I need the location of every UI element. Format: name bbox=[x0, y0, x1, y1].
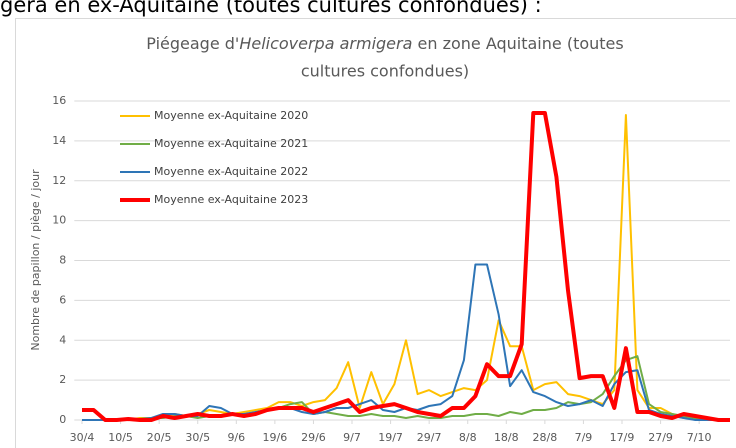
x-tick-label: 29/7 bbox=[417, 431, 442, 444]
x-tick-label: 18/8 bbox=[494, 431, 519, 444]
page-heading: gera en ex-Aquitaine (toutes cultures co… bbox=[0, 0, 542, 17]
x-tick-label: 7/10 bbox=[687, 431, 712, 444]
y-tick-label: 10 bbox=[52, 214, 66, 227]
y-tick-label: 14 bbox=[52, 134, 66, 147]
x-tick-label: 19/7 bbox=[378, 431, 403, 444]
y-tick-label: 8 bbox=[59, 254, 66, 267]
y-tick-label: 6 bbox=[59, 293, 66, 306]
x-tick-label: 30/5 bbox=[185, 431, 210, 444]
legend-label: Moyenne ex-Aquitaine 2023 bbox=[154, 193, 308, 206]
legend-label: Moyenne ex-Aquitaine 2022 bbox=[154, 165, 308, 178]
x-tick-label: 28/8 bbox=[533, 431, 558, 444]
chart-title: Piégeage d'Helicoverpa armigera en zone … bbox=[146, 34, 623, 53]
x-tick-label: 29/6 bbox=[301, 431, 326, 444]
y-tick-label: 16 bbox=[52, 94, 66, 107]
y-tick-label: 4 bbox=[59, 333, 66, 346]
legend-label: Moyenne ex-Aquitaine 2021 bbox=[154, 137, 308, 150]
x-tick-label: 20/5 bbox=[147, 431, 172, 444]
x-tick-label: 19/6 bbox=[263, 431, 288, 444]
x-tick-label: 9/7 bbox=[343, 431, 361, 444]
y-tick-label: 2 bbox=[59, 373, 66, 386]
x-tick-label: 7/9 bbox=[575, 431, 593, 444]
title-part: Helicoverpa armigera bbox=[239, 34, 412, 53]
y-tick-label: 12 bbox=[52, 174, 66, 187]
x-tick-label: 8/8 bbox=[459, 431, 477, 444]
series-line bbox=[82, 111, 730, 422]
legend-label: Moyenne ex-Aquitaine 2020 bbox=[154, 109, 308, 122]
x-tick-label: 10/5 bbox=[108, 431, 133, 444]
x-tick-label: 30/4 bbox=[70, 431, 95, 444]
title-part: en zone Aquitaine (toutes bbox=[412, 34, 623, 53]
y-tick-label: 0 bbox=[59, 413, 66, 426]
title-part: Piégeage d' bbox=[146, 34, 239, 53]
series-line bbox=[82, 114, 730, 421]
chart-frame bbox=[15, 18, 736, 448]
chart-title: cultures confondues) bbox=[301, 62, 469, 81]
y-axis-label: Nombre de papillon / piège / jour bbox=[29, 169, 42, 351]
x-tick-label: 9/6 bbox=[227, 431, 245, 444]
x-tick-label: 27/9 bbox=[648, 431, 673, 444]
x-tick-label: 17/9 bbox=[610, 431, 635, 444]
